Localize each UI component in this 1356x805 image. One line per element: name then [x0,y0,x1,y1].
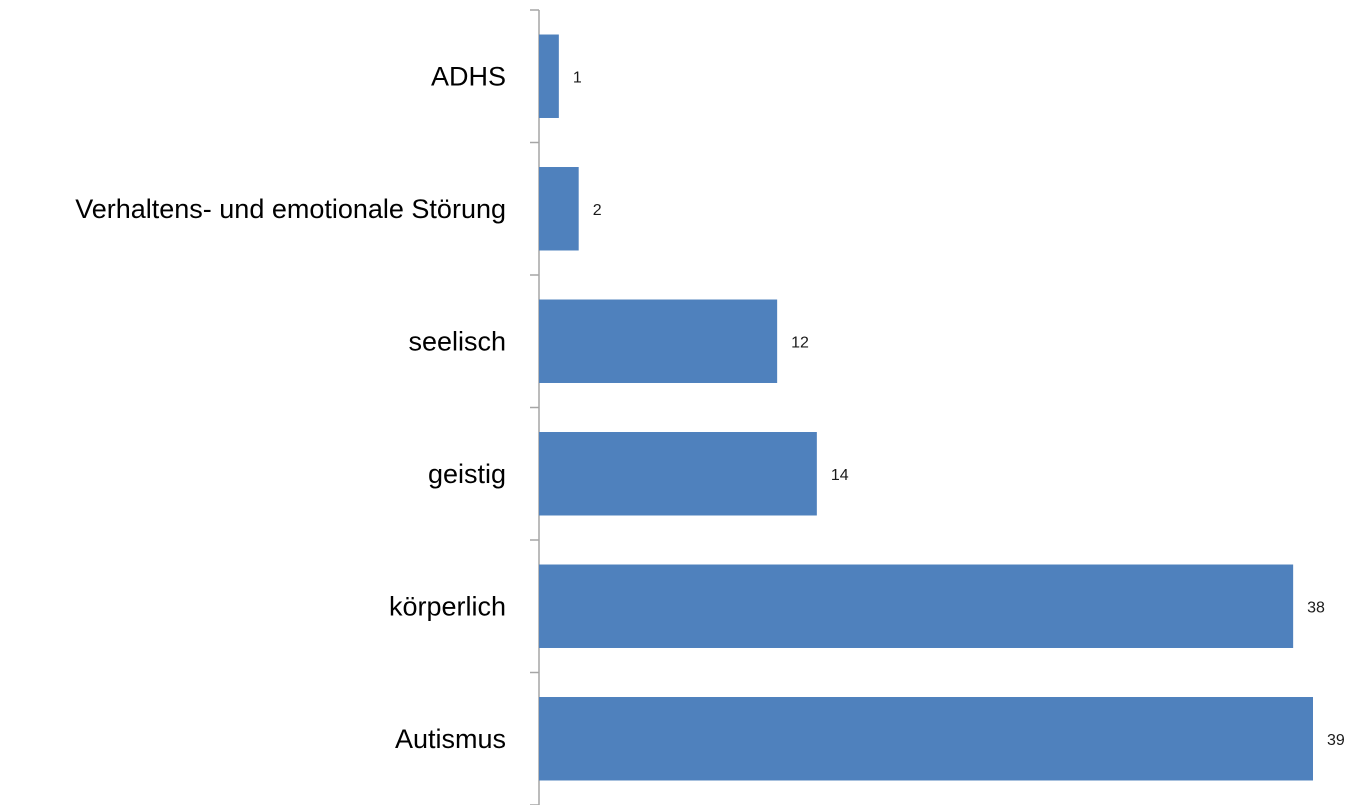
bar [539,34,559,118]
data-label: 1 [573,69,582,86]
bar [539,564,1294,648]
data-label: 12 [791,334,809,351]
category-label: Autismus [395,724,506,754]
data-label: 14 [831,467,849,484]
category-label: ADHS [431,61,506,91]
category-axis-ticks [530,9,539,805]
bar [539,167,579,251]
category-label: Verhaltens- und emotionale Störung [75,194,506,224]
bar [539,697,1313,781]
data-label: 38 [1307,599,1325,616]
category-label: geistig [428,459,506,489]
category-labels: ADHS Verhaltens- und emotionale Störung se… [75,61,506,754]
category-label: seelisch [408,326,506,356]
data-label: 39 [1327,732,1345,749]
bars [539,34,1313,781]
category-label: körperlich [389,591,506,621]
data-label: 2 [593,202,602,219]
bar [539,299,778,383]
bar [539,432,817,516]
